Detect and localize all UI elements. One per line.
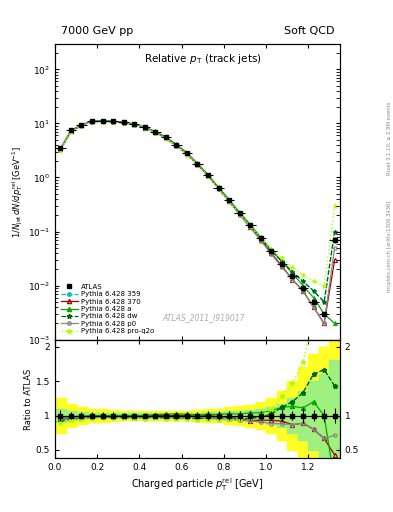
Text: Rivet 3.1.10, ≥ 2.9M events: Rivet 3.1.10, ≥ 2.9M events	[387, 101, 392, 175]
Y-axis label: $1/N_\mathrm{jet}\,dN/dp_\mathrm{T}^\mathrm{rel}\,[\mathrm{GeV}^{-1}]$: $1/N_\mathrm{jet}\,dN/dp_\mathrm{T}^\mat…	[11, 145, 25, 238]
Y-axis label: Ratio to ATLAS: Ratio to ATLAS	[24, 368, 33, 430]
Text: mcplots.cern.ch [arXiv:1306.3436]: mcplots.cern.ch [arXiv:1306.3436]	[387, 200, 392, 291]
Text: Relative $p_\mathrm{T}$ (track jets): Relative $p_\mathrm{T}$ (track jets)	[144, 52, 262, 67]
Text: 7000 GeV pp: 7000 GeV pp	[61, 26, 133, 36]
Text: ATLAS_2011_I919017: ATLAS_2011_I919017	[162, 313, 244, 322]
Legend: ATLAS, Pythia 6.428 359, Pythia 6.428 370, Pythia 6.428 a, Pythia 6.428 dw, Pyth: ATLAS, Pythia 6.428 359, Pythia 6.428 37…	[59, 282, 156, 336]
Text: Soft QCD: Soft QCD	[284, 26, 334, 36]
X-axis label: Charged particle $p_\mathrm{T}^\mathrm{rel}$ [GeV]: Charged particle $p_\mathrm{T}^\mathrm{r…	[131, 476, 264, 493]
